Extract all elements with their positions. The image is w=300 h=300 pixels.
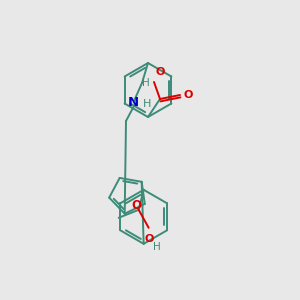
Text: H: H xyxy=(153,242,160,252)
Text: O: O xyxy=(155,67,164,77)
Text: H: H xyxy=(143,99,152,109)
Text: O: O xyxy=(145,234,154,244)
Text: N: N xyxy=(128,95,139,109)
Text: O: O xyxy=(132,200,142,212)
Text: H: H xyxy=(142,78,150,88)
Text: O: O xyxy=(183,90,192,100)
